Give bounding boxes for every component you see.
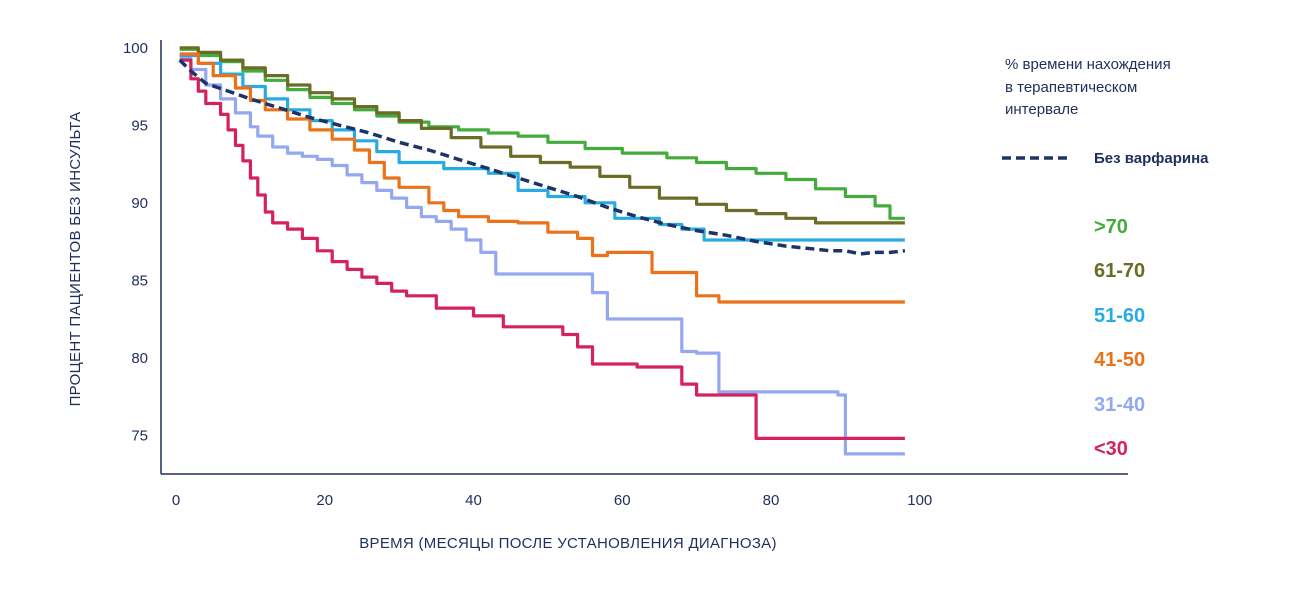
- chart: 75 80 85 90 95 100 0 20 40 60 80 100 ВРЕМЯ (МЕСЯЦЫ…: [0, 0, 1316, 609]
- legend-title-line-2: в терапевтическом: [1005, 79, 1137, 96]
- legend-label-lt30: <30: [1094, 438, 1128, 460]
- legend-title-line-1: % времени нахождения: [1005, 56, 1171, 73]
- x-tick-label: 60: [614, 492, 631, 509]
- legend-label-31-40: 31-40: [1094, 394, 1145, 416]
- x-tick-label: 20: [316, 492, 333, 509]
- x-tick-label: 40: [465, 492, 482, 509]
- series-layer: [180, 48, 905, 454]
- legend-label-gt70: >70: [1094, 216, 1128, 238]
- legend-label-61-70: 61-70: [1094, 260, 1145, 282]
- legend-label-41-50: 41-50: [1094, 349, 1145, 371]
- legend-label-51-60: 51-60: [1094, 305, 1145, 327]
- y-tick-label: 100: [123, 40, 148, 57]
- legend: % времени нахождения в терапевтическом и…: [1002, 56, 1209, 460]
- y-tick-label: 80: [131, 350, 148, 367]
- x-axis-ticks: 0 20 40 60 80 100: [172, 492, 932, 509]
- legend-title-line-3: интервале: [1005, 101, 1078, 118]
- y-axis-ticks: 75 80 85 90 95 100: [123, 40, 148, 445]
- y-tick-label: 90: [131, 195, 148, 212]
- y-tick-label: 85: [131, 272, 148, 289]
- y-tick-label: 95: [131, 117, 148, 134]
- x-tick-label: 0: [172, 492, 180, 509]
- x-tick-label: 100: [907, 492, 932, 509]
- x-axis-title: ВРЕМЯ (МЕСЯЦЫ ПОСЛЕ УСТАНОВЛЕНИЯ ДИАГНОЗ…: [359, 535, 777, 552]
- legend-label-no-warfarin: Без варфарина: [1094, 150, 1209, 167]
- y-tick-label: 75: [131, 427, 148, 444]
- y-axis-title: ПРОЦЕНТ ПАЦИЕНТОВ БЕЗ ИНСУЛЬТА: [67, 112, 84, 407]
- x-tick-label: 80: [763, 492, 780, 509]
